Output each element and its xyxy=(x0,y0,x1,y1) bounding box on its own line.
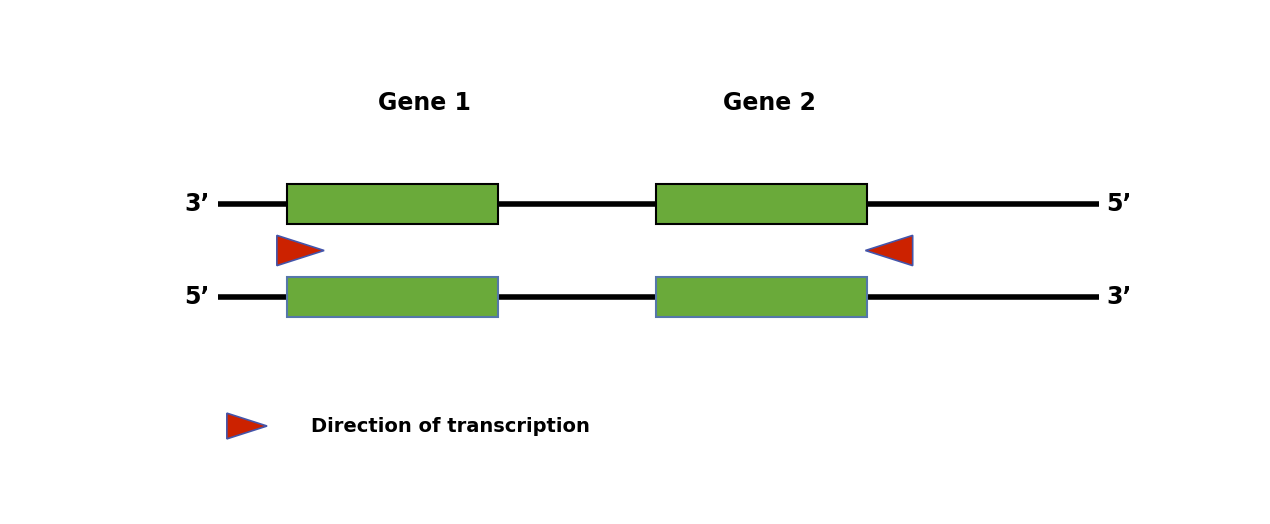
Polygon shape xyxy=(865,235,913,266)
Text: Direction of transcription: Direction of transcription xyxy=(311,417,591,435)
Polygon shape xyxy=(227,413,267,439)
Text: 5’: 5’ xyxy=(184,285,210,309)
Text: Gene 2: Gene 2 xyxy=(723,91,815,115)
Bar xyxy=(655,184,867,224)
Text: Gene 1: Gene 1 xyxy=(378,91,471,115)
Text: 5’: 5’ xyxy=(1106,192,1132,216)
Text: 3’: 3’ xyxy=(1106,285,1132,309)
Bar xyxy=(287,184,498,224)
Polygon shape xyxy=(277,235,324,266)
Bar xyxy=(655,277,867,317)
Text: 3’: 3’ xyxy=(184,192,210,216)
Bar xyxy=(287,277,498,317)
